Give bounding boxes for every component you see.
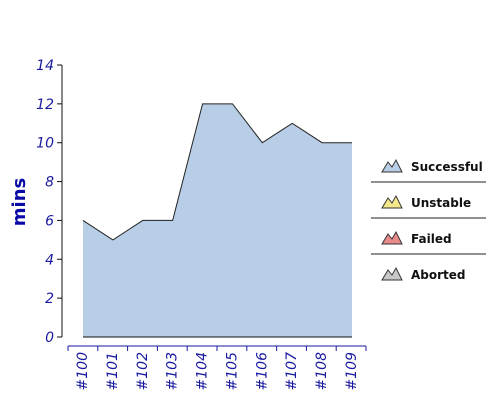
x-tick-label: #101 — [105, 352, 121, 390]
area-chart-icon — [381, 158, 403, 173]
legend: Successful Unstable Failed Aborted — [371, 158, 486, 282]
y-tick-label: 4 — [45, 252, 54, 268]
x-tick-label: #103 — [165, 352, 181, 390]
plot-area — [82, 103, 352, 338]
area-chart-icon — [381, 230, 403, 245]
line-successful — [82, 103, 352, 241]
x-tick-label: #104 — [195, 352, 211, 390]
x-tick-label: #106 — [254, 352, 270, 391]
y-tick-label: 8 — [45, 175, 54, 191]
y-tick-label: 2 — [45, 291, 54, 307]
x-tick-label: #109 — [344, 352, 360, 391]
axes: 0 2 4 6 8 10 12 14 #100 #101 #102 #103 #104 #105 #106 #… — [36, 58, 367, 391]
legend-label: Failed — [411, 232, 452, 246]
y-tick-label: 14 — [36, 58, 54, 74]
legend-item-successful: Successful — [371, 158, 486, 183]
x-tick-label: #100 — [75, 352, 91, 391]
y-tick-label: 10 — [36, 136, 54, 152]
x-tick-label: #107 — [284, 352, 300, 391]
legend-item-unstable: Unstable — [371, 194, 486, 219]
y-tick-label: 0 — [45, 330, 54, 346]
y-axis-label: mins — [9, 178, 30, 226]
legend-label: Aborted — [411, 268, 466, 282]
y-tick-label: 6 — [45, 213, 54, 229]
x-tick-label: #105 — [224, 352, 240, 391]
legend-item-aborted: Aborted — [381, 266, 466, 282]
legend-label: Unstable — [411, 196, 471, 210]
x-tick-label: #108 — [314, 352, 330, 391]
legend-label: Successful — [411, 160, 483, 174]
area-chart-icon — [381, 266, 403, 281]
y-tick-label: 12 — [36, 97, 54, 113]
legend-item-failed: Failed — [371, 230, 486, 255]
area-successful — [83, 103, 352, 337]
x-tick-label: #102 — [135, 352, 151, 391]
area-chart-icon — [381, 194, 403, 209]
